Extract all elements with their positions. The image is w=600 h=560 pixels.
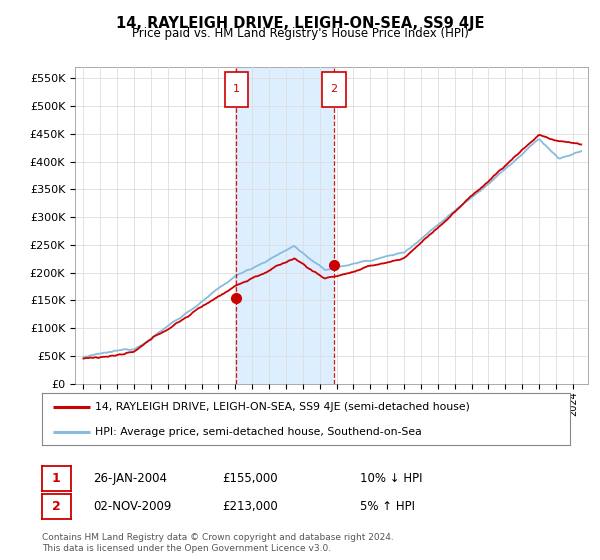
Text: Price paid vs. HM Land Registry's House Price Index (HPI): Price paid vs. HM Land Registry's House … xyxy=(131,27,469,40)
Bar xyxy=(236,67,334,384)
Text: 14, RAYLEIGH DRIVE, LEIGH-ON-SEA, SS9 4JE: 14, RAYLEIGH DRIVE, LEIGH-ON-SEA, SS9 4J… xyxy=(116,16,484,31)
Text: 02-NOV-2009: 02-NOV-2009 xyxy=(93,500,172,514)
Text: 2: 2 xyxy=(330,85,337,94)
FancyBboxPatch shape xyxy=(224,72,248,107)
Text: 10% ↓ HPI: 10% ↓ HPI xyxy=(360,472,422,486)
Text: 1: 1 xyxy=(233,85,240,94)
Text: 14, RAYLEIGH DRIVE, LEIGH-ON-SEA, SS9 4JE (semi-detached house): 14, RAYLEIGH DRIVE, LEIGH-ON-SEA, SS9 4J… xyxy=(95,402,470,412)
Text: 2: 2 xyxy=(52,500,61,514)
Text: HPI: Average price, semi-detached house, Southend-on-Sea: HPI: Average price, semi-detached house,… xyxy=(95,427,422,437)
Text: £155,000: £155,000 xyxy=(222,472,278,486)
Text: £213,000: £213,000 xyxy=(222,500,278,514)
Text: 1: 1 xyxy=(52,472,61,486)
Text: Contains HM Land Registry data © Crown copyright and database right 2024.
This d: Contains HM Land Registry data © Crown c… xyxy=(42,533,394,553)
Text: 26-JAN-2004: 26-JAN-2004 xyxy=(93,472,167,486)
FancyBboxPatch shape xyxy=(322,72,346,107)
Text: 5% ↑ HPI: 5% ↑ HPI xyxy=(360,500,415,514)
